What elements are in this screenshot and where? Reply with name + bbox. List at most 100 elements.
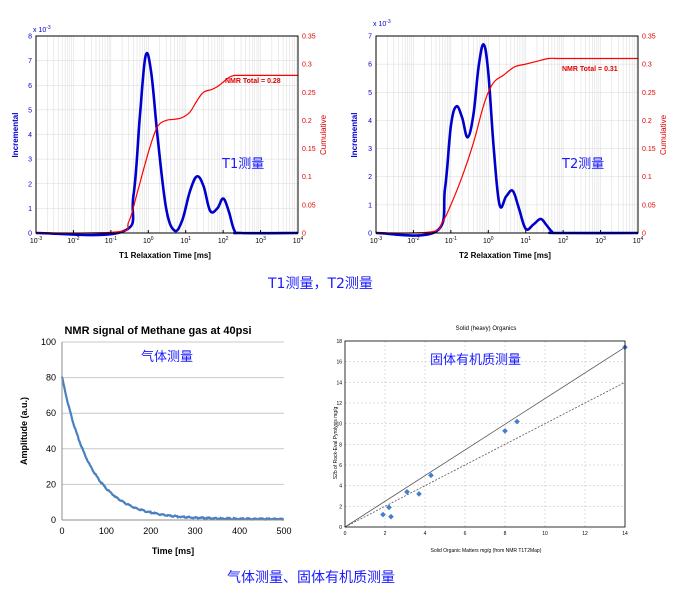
organics-y-tick-label: 4	[339, 484, 342, 490]
t1-nmr-total: NMR Total = 0.28	[225, 78, 281, 85]
organics-grid	[344, 340, 626, 528]
t1-y-left-tick-label: 6	[28, 83, 32, 90]
organics-x-tick-label: 0	[344, 531, 347, 537]
methane-decay-line	[60, 376, 285, 521]
methane-x-tick-label: 400	[232, 526, 247, 536]
methane-x-tick-label: 0	[59, 526, 64, 536]
organics-title: Solid (heavy) Organics	[456, 326, 517, 332]
top-caption: T1测量，T2测量	[268, 276, 373, 292]
t2-plot-frame	[375, 35, 639, 234]
methane-y-axis-label: Amplitude (a.u.)	[19, 397, 29, 465]
methane-series	[60, 376, 285, 521]
methane-y-tick-label: 80	[46, 373, 56, 383]
methane-x-tick-label: 500	[276, 526, 291, 536]
organics-point	[502, 428, 508, 434]
t1-incremental-line	[35, 51, 299, 237]
organics-x-tick-label: 12	[582, 531, 588, 537]
bottom-caption: 气体测量、固体有机质测量	[227, 570, 395, 586]
t1-x-tick-label: 104	[293, 236, 304, 245]
organics-plot-frame	[344, 340, 626, 528]
t1-plot-frame	[35, 35, 299, 234]
t2-chart: 10-3 10-2 10-1 100 101 102 103 1040123456700.05…	[350, 19, 668, 260]
organics-y-tick-label: 10	[336, 422, 342, 428]
t1-x-axis-label: T1 Relaxation Time [ms]	[119, 251, 211, 260]
t1-y-right-tick-label: 0.25	[302, 90, 316, 97]
methane-measure-label: 气体测量	[141, 349, 193, 365]
t2-series	[375, 43, 639, 237]
methane-x-tick-label: 300	[188, 526, 203, 536]
organics-y-axis-label: S2b of Rock-Eval Pyrolysis mg/g	[333, 407, 339, 480]
methane-y-tick-label: 0	[51, 515, 56, 525]
organics-point	[380, 511, 386, 518]
organics-point	[388, 513, 394, 520]
t2-y-left-tick-label: 0	[368, 231, 372, 238]
organics-y-tick-label: 12	[336, 401, 342, 407]
t2-y-left-tick-label: 2	[368, 174, 372, 181]
t2-y-right-tick-label: 0.25	[642, 90, 656, 97]
organics-y-tick-label: 0	[339, 525, 342, 531]
t2-y-left-tick-label: 6	[368, 62, 372, 69]
t1-y-left-tick-label: 0	[28, 231, 32, 238]
organics-fit-line	[344, 346, 626, 528]
t1-y-left-tick-label: 7	[28, 58, 32, 65]
t2-measure-label: T2测量	[561, 157, 604, 172]
organics-point	[416, 491, 422, 497]
t2-y-right-tick-label: 0.35	[642, 34, 656, 41]
methane-y-tick-label: 40	[46, 444, 56, 454]
t1-x-tick-label: 101	[180, 236, 191, 245]
organics-x-tick-label: 10	[542, 531, 548, 537]
organics-axes: 0 2 4 6 8 10 12 14 16 18 0 2 4 6 8 10 12 14	[336, 339, 628, 537]
organics-y-tick-label: 16	[336, 360, 342, 366]
organics-x-axis-label: Solid Organic Matters mg/g (from NMR T1T…	[431, 548, 542, 554]
t1-y-right-tick-label: 0.3	[302, 62, 312, 69]
t1-x-tick-label: 102	[218, 236, 229, 245]
t1-x-tick-label: 103	[255, 236, 266, 245]
t2-y-right-tick-label: 0.05	[642, 202, 656, 209]
t2-x-tick-label: 104	[633, 236, 644, 245]
t2-x-tick-label: 102	[558, 236, 569, 245]
t1-axes: 10-3 10-2 10-1 100 101 102 103 10401234567800.0…	[28, 34, 316, 246]
organics-reference-line	[344, 381, 626, 528]
organics-point	[428, 472, 434, 479]
methane-y-tick-label: 60	[46, 408, 56, 418]
t2-incremental-line	[375, 43, 639, 237]
t1-x-tick-label: 100	[143, 236, 154, 245]
t2-y-right-tick-label: 0.3	[642, 62, 652, 69]
t1-x-tick-label: 10-3	[30, 236, 42, 245]
t2-x-tick-label: 103	[595, 236, 606, 245]
organics-x-tick-label: 8	[504, 531, 507, 537]
t2-x-tick-label: 10-3	[370, 236, 382, 245]
t1-series	[35, 51, 299, 237]
t2-y-left-tick-label: 4	[368, 118, 372, 125]
t1-y-left-tick-label: 8	[28, 34, 32, 41]
organics-y-tick-label: 8	[339, 442, 342, 448]
methane-chart: 0 20 40 60 80 100 0 100 200 300 400 500 NMR signal …	[19, 325, 292, 556]
t1-measure-label: T1测量	[221, 157, 264, 172]
methane-axes: 0 20 40 60 80 100 0 100 200 300 400 500	[41, 337, 292, 536]
t2-x-axis-label: T2 Relaxation Time [ms]	[459, 251, 551, 260]
t2-x-tick-label: 10-1	[445, 236, 457, 245]
t1-y-left-tick-label: 5	[28, 107, 32, 114]
organics-point	[404, 489, 410, 495]
organics-y-tick-label: 6	[339, 463, 342, 469]
t2-y-right-tick-label: 0.2	[642, 118, 652, 125]
t1-cumulative-line	[35, 74, 298, 234]
methane-x-tick-label: 100	[99, 526, 114, 536]
methane-title: NMR signal of Methane gas at 40psi	[64, 325, 251, 337]
t1-y-left-label: Incremental	[11, 113, 20, 158]
t2-y-left-label: Incremental	[350, 113, 359, 158]
organics-x-tick-label: 2	[384, 531, 387, 537]
methane-y-tick-label: 20	[46, 479, 56, 489]
t1-y-right-tick-label: 0.05	[302, 202, 316, 209]
t1-chart: 10-3 10-2 10-1 100 101 102 103 10401234567800.0…	[11, 25, 328, 260]
t2-x-tick-label: 100	[483, 236, 494, 245]
t1-y-right-label: Cumulative	[319, 114, 328, 155]
t1-y-left-tick-label: 3	[28, 157, 32, 164]
organics-chart: 0 2 4 6 8 10 12 14 16 18 0 2 4 6 8 10 12 14 Solid (heavy)…	[333, 326, 628, 554]
t1-x-tick-label: 10-1	[105, 236, 117, 245]
t1-x-tick-label: 10-2	[67, 236, 79, 245]
organics-point	[514, 418, 520, 425]
t2-y-left-tick-label: 5	[368, 90, 372, 97]
t2-y-left-tick-label: 3	[368, 146, 372, 153]
organics-y-tick-label: 18	[336, 339, 342, 345]
